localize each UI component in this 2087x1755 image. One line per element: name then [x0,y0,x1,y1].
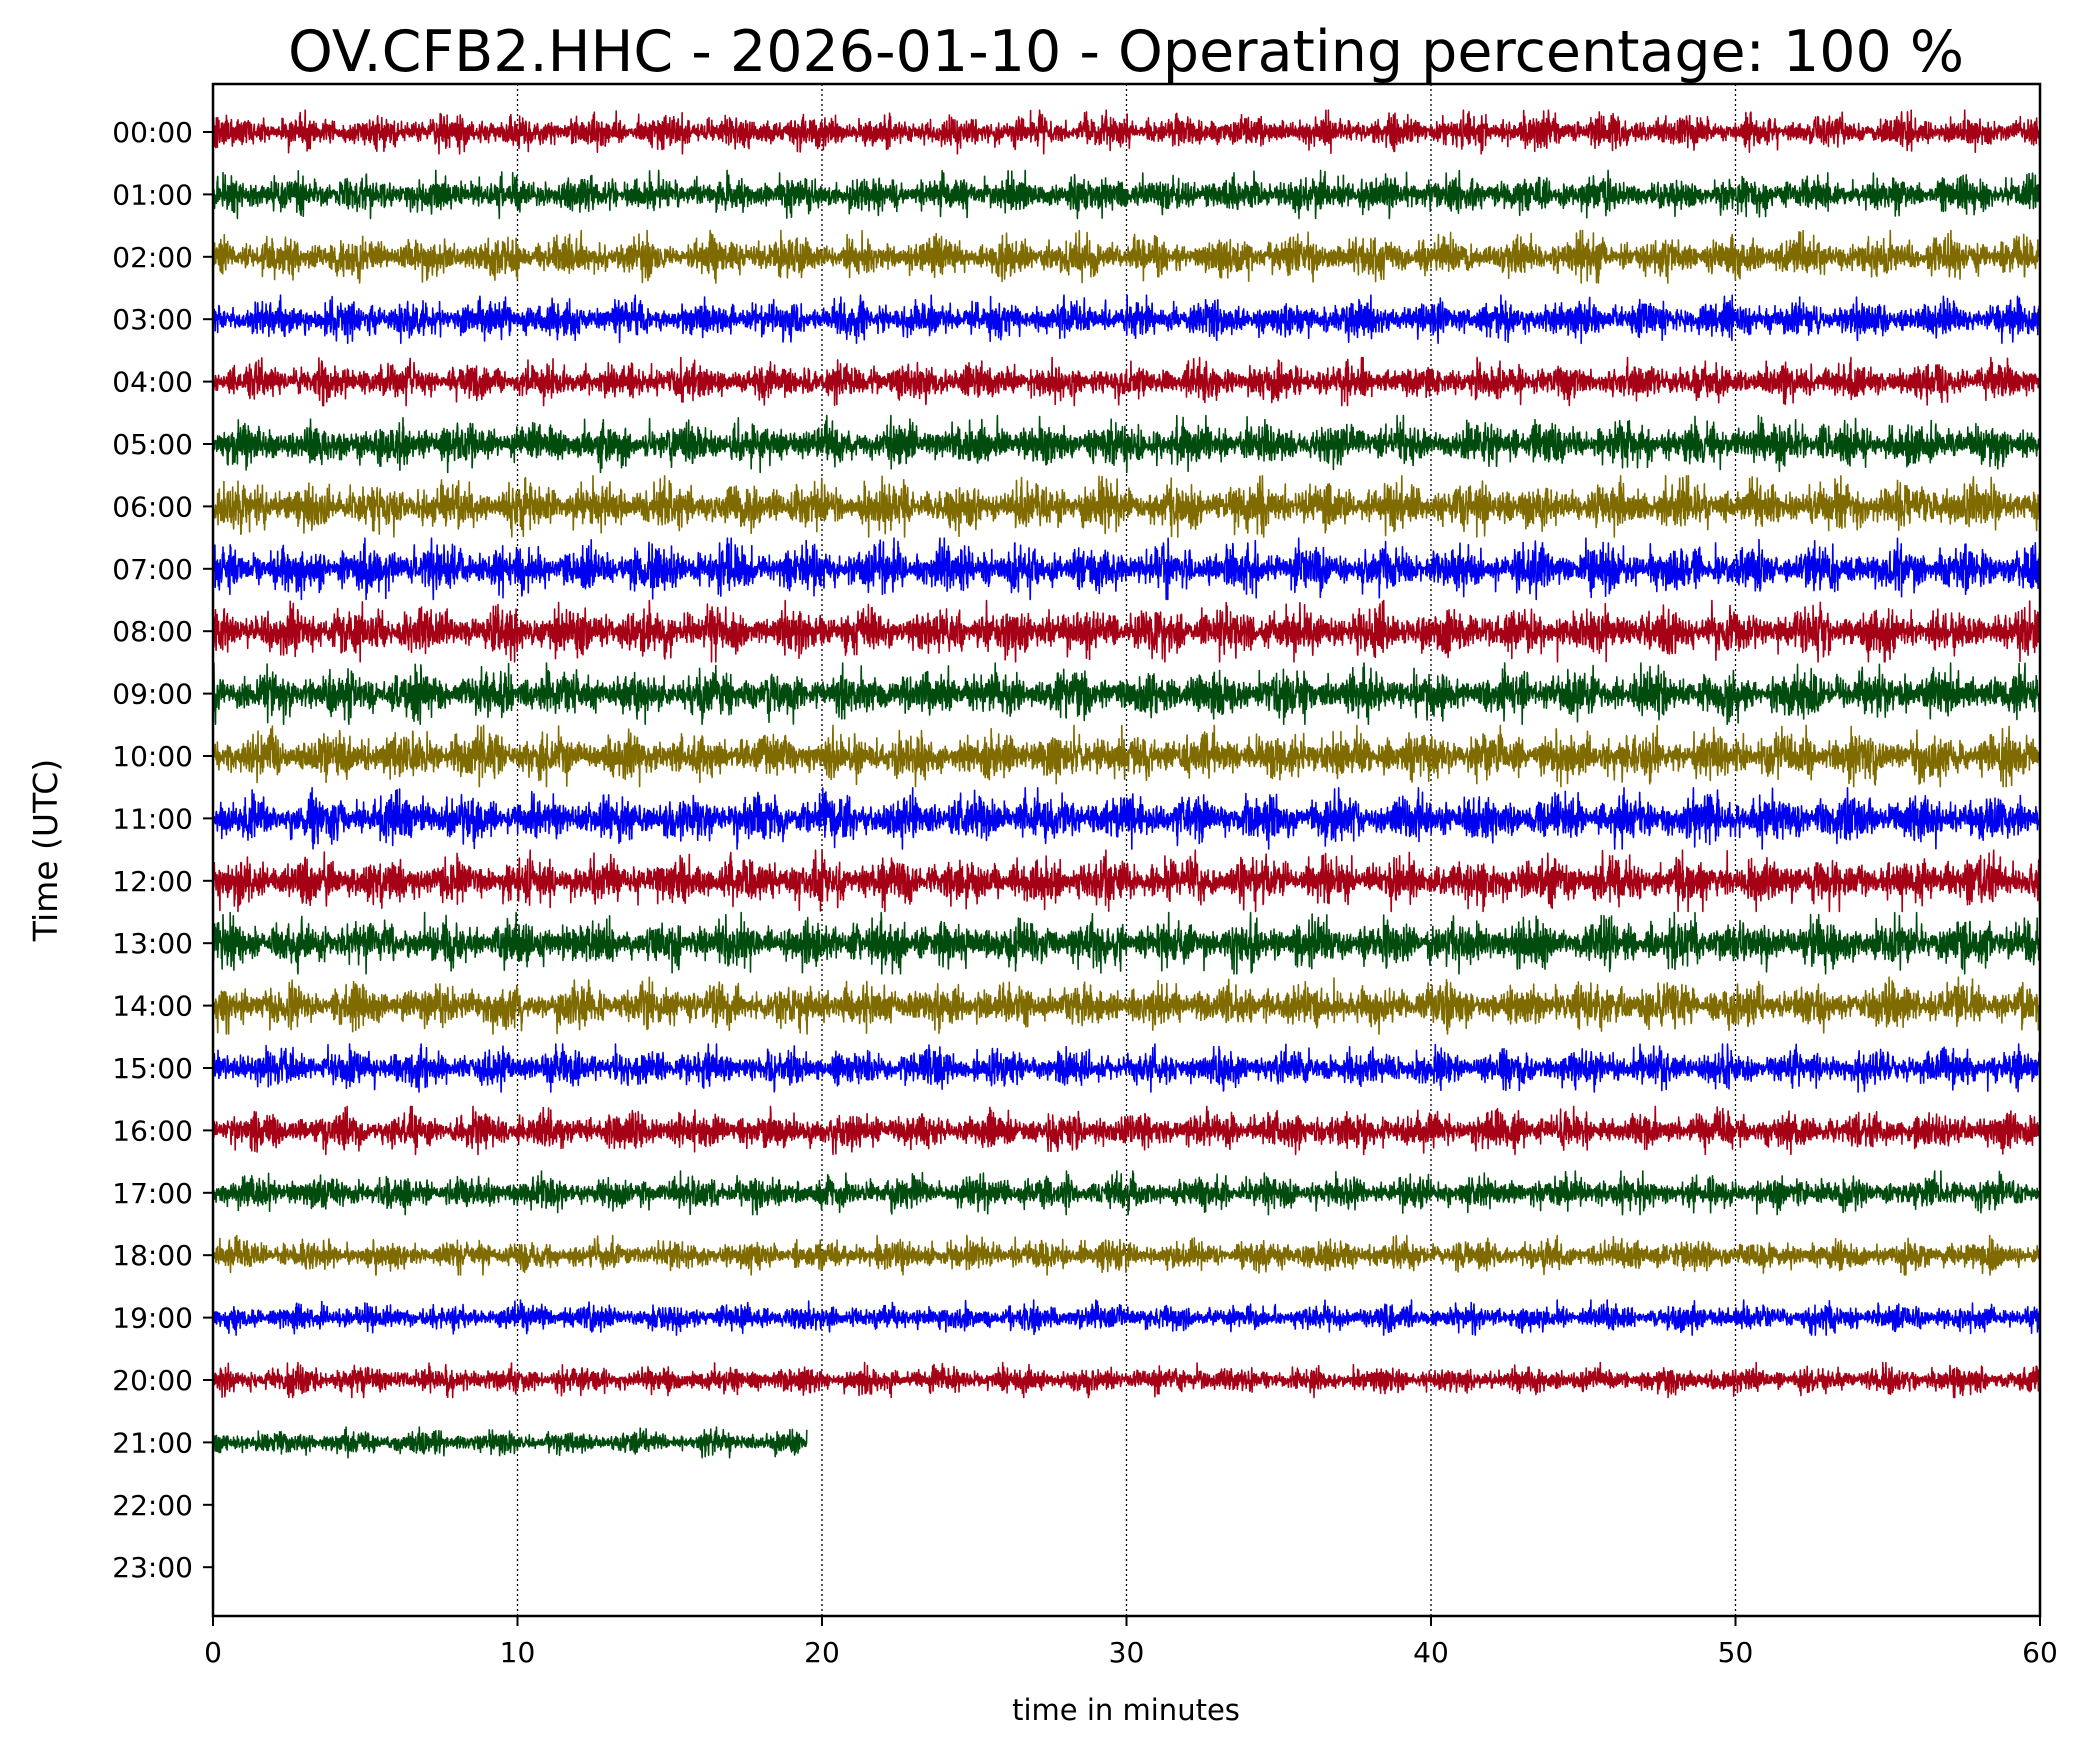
trace-2000 [212,1361,2041,1399]
trace-1200 [212,849,2041,913]
trace-0000 [212,109,2041,155]
chart-title: OV.CFB2.HHC - 2026-01-10 - Operating per… [287,19,1965,85]
grid-lines [516,84,1737,1616]
trace-1800 [212,1234,2041,1276]
x-tick-label: 20 [804,1636,840,1669]
y-tick-label: 21:00 [112,1426,193,1459]
trace-1100 [212,787,2041,850]
y-tick-label: 22:00 [112,1489,193,1522]
y-tick-label: 01:00 [112,178,193,211]
trace-0500 [212,414,2041,474]
x-tick-label: 40 [1413,1636,1449,1669]
trace-layer [212,109,2041,1459]
trace-1400 [212,976,2041,1035]
trace-1700 [212,1170,2041,1216]
x-tick-label: 60 [2022,1636,2058,1669]
x-axis-ticks: 0 10 20 30 40 50 60 [204,1616,2058,1669]
trace-1900 [212,1299,2041,1336]
y-tick-label: 10:00 [112,740,193,773]
y-tick-label: 04:00 [112,366,193,399]
x-tick-label: 30 [1109,1636,1145,1669]
y-tick-label: 06:00 [112,490,193,523]
trace-1600 [212,1105,2041,1156]
trace-0800 [212,599,2041,663]
y-tick-label: 23:00 [112,1551,193,1584]
y-tick-label: 05:00 [112,428,193,461]
x-tick-label: 0 [204,1636,222,1669]
trace-0700 [212,537,2041,601]
y-tick-label: 07:00 [112,553,193,586]
y-axis-label: Time (UTC) [26,759,65,942]
y-tick-label: 08:00 [112,615,193,648]
y-tick-label: 13:00 [112,927,193,960]
y-axis-ticks: 00:00 01:00 02:00 03:00 04:00 05:00 06:00 07:00… [112,116,213,1584]
trace-0300 [212,294,2041,344]
trace-1300 [212,911,2041,975]
y-tick-label: 14:00 [112,990,193,1023]
y-tick-label: 03:00 [112,303,193,336]
y-tick-label: 00:00 [112,116,193,149]
y-tick-label: 17:00 [112,1177,193,1210]
x-tick-label: 50 [1718,1636,1754,1669]
y-tick-label: 15:00 [112,1052,193,1085]
y-tick-label: 02:00 [112,241,193,274]
y-tick-label: 20:00 [112,1364,193,1397]
y-tick-label: 09:00 [112,678,193,711]
trace-0400 [212,356,2041,407]
y-tick-label: 19:00 [112,1302,193,1335]
y-tick-label: 16:00 [112,1114,193,1147]
trace-0900 [212,662,2041,725]
trace-0600 [212,475,2041,538]
y-tick-label: 18:00 [112,1239,193,1272]
x-tick-label: 10 [500,1636,536,1669]
trace-2100 [212,1426,808,1459]
trace-0100 [212,169,2041,220]
x-axis-label: time in minutes [1012,1693,1240,1727]
trace-1500 [212,1043,2041,1093]
y-tick-label: 11:00 [112,802,193,835]
trace-0200 [212,229,2041,284]
trace-1000 [212,724,2041,788]
y-tick-label: 12:00 [112,865,193,898]
